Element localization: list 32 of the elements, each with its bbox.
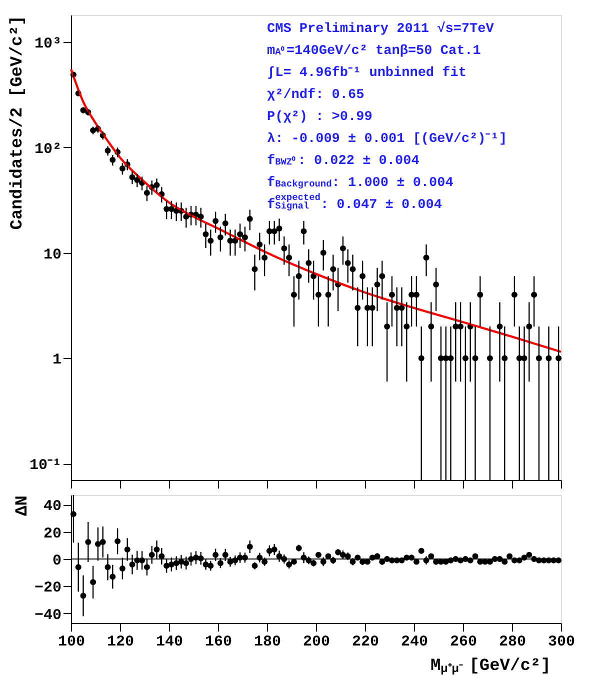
annotation: mA⁰=140GeV/c² tanβ=50 Cat.1 xyxy=(267,44,481,59)
y-axis-title: Candidates/2 [GeV/c²] xyxy=(8,16,28,230)
x-tick-label: 280 xyxy=(498,634,526,650)
x-tick-label: 260 xyxy=(450,634,478,650)
y-tick-label: 10³ xyxy=(34,35,62,52)
x-tick-label: 160 xyxy=(204,634,232,650)
y-tick-label: −20 xyxy=(34,580,62,597)
annotation: fBackground: 1.000 ± 0.004 xyxy=(267,176,454,191)
y-tick-label: 10⁻¹ xyxy=(29,457,62,474)
y-axis-title: ΔN xyxy=(13,496,32,516)
y-tick-label: 10² xyxy=(34,140,62,158)
y-tick-label: 20 xyxy=(43,525,62,542)
x-tick-label: 300 xyxy=(548,634,576,650)
x-axis-title: Mμ⁺μ⁻ [GeV/c²] xyxy=(430,657,551,676)
x-tick-label: 240 xyxy=(400,634,428,650)
x-tick-label: 120 xyxy=(106,634,134,650)
y-tick-label: 10 xyxy=(43,246,62,264)
y-tick-label: 0 xyxy=(52,552,62,570)
annotation: λ: -0.009 ± 0.001 [(GeV/c²)⁻¹] xyxy=(267,132,507,147)
x-tick-label: 180 xyxy=(254,634,282,650)
annotation: P(χ²) : >0.99 xyxy=(267,110,372,125)
y-tick-label: 1 xyxy=(52,352,62,369)
annotation: fBWZ⁰: 0.022 ± 0.004 xyxy=(267,154,420,169)
annotation: CMS Preliminary 2011 √s=7TeV xyxy=(267,21,495,37)
y-tick-label: 40 xyxy=(43,498,62,516)
y-tick-label: −40 xyxy=(34,606,62,624)
annotation: ∫L= 4.96fb⁻¹ unbinned fit xyxy=(267,66,466,81)
x-tick-label: 200 xyxy=(302,634,330,650)
x-tick-label: 140 xyxy=(156,634,184,650)
x-tick-label: 100 xyxy=(58,634,86,650)
x-tick-label: 220 xyxy=(352,634,380,650)
annotation: χ²/ndf: 0.65 xyxy=(267,88,364,103)
